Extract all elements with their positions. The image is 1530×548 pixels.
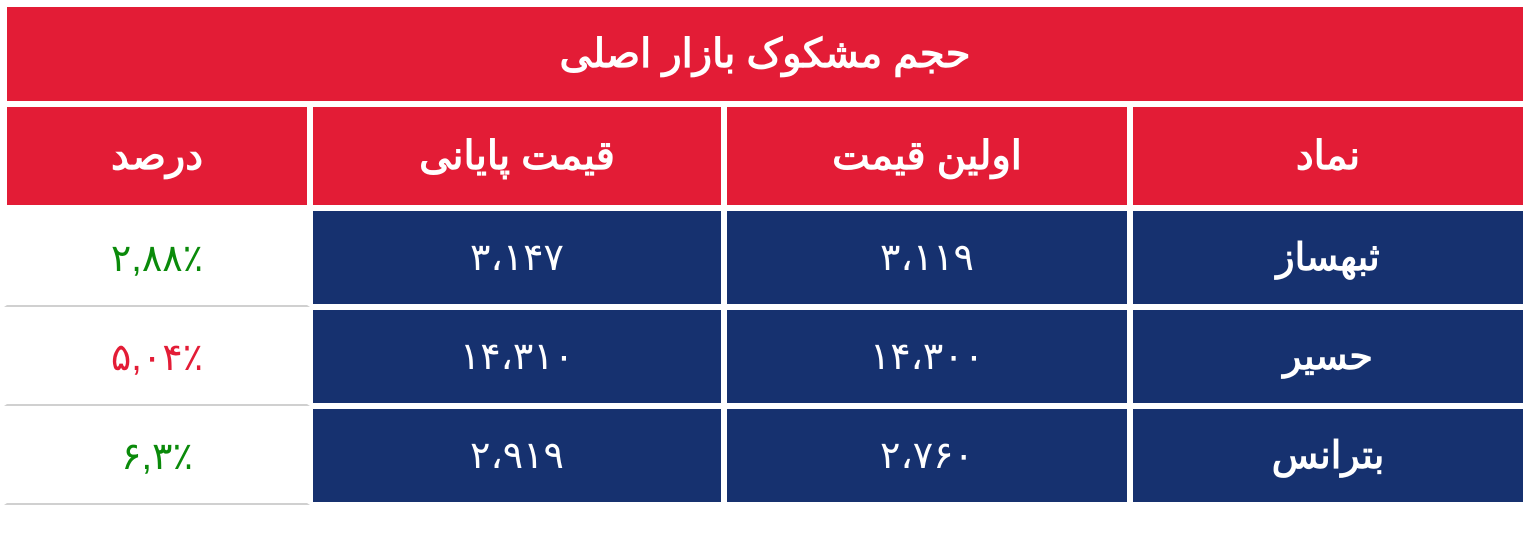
table-header-row: نماد اولین قیمت قیمت پایانی درصد — [4, 104, 1526, 208]
table-row: حسیر ۱۴،۳۰۰ ۱۴،۳۱۰ ۵,۰۴٪ — [4, 307, 1526, 406]
cell-close-price: ۲،۹۱۹ — [310, 406, 724, 505]
cell-symbol: ثبهساز — [1130, 208, 1526, 307]
table-row: بترانس ۲،۷۶۰ ۲،۹۱۹ ۶,۳٪ — [4, 406, 1526, 505]
table-body: ثبهساز ۳،۱۱۹ ۳،۱۴۷ ۲,۸۸٪ حسیر ۱۴،۳۰۰ ۱۴،… — [4, 208, 1526, 505]
cell-symbol: حسیر — [1130, 307, 1526, 406]
cell-percent: ۵,۰۴٪ — [4, 307, 310, 406]
suspicious-volume-table: حجم مشکوک بازار اصلی نماد اولین قیمت قیم… — [4, 4, 1526, 505]
cell-first-price: ۳،۱۱۹ — [724, 208, 1130, 307]
cell-close-price: ۱۴،۳۱۰ — [310, 307, 724, 406]
cell-first-price: ۱۴،۳۰۰ — [724, 307, 1130, 406]
col-header-close-price: قیمت پایانی — [310, 104, 724, 208]
cell-percent: ۲,۸۸٪ — [4, 208, 310, 307]
col-header-symbol: نماد — [1130, 104, 1526, 208]
col-header-first-price: اولین قیمت — [724, 104, 1130, 208]
cell-first-price: ۲،۷۶۰ — [724, 406, 1130, 505]
table-title-row: حجم مشکوک بازار اصلی — [4, 4, 1526, 104]
table-title: حجم مشکوک بازار اصلی — [4, 4, 1526, 104]
col-header-percent: درصد — [4, 104, 310, 208]
table-row: ثبهساز ۳،۱۱۹ ۳،۱۴۷ ۲,۸۸٪ — [4, 208, 1526, 307]
cell-symbol: بترانس — [1130, 406, 1526, 505]
cell-percent: ۶,۳٪ — [4, 406, 310, 505]
cell-close-price: ۳،۱۴۷ — [310, 208, 724, 307]
